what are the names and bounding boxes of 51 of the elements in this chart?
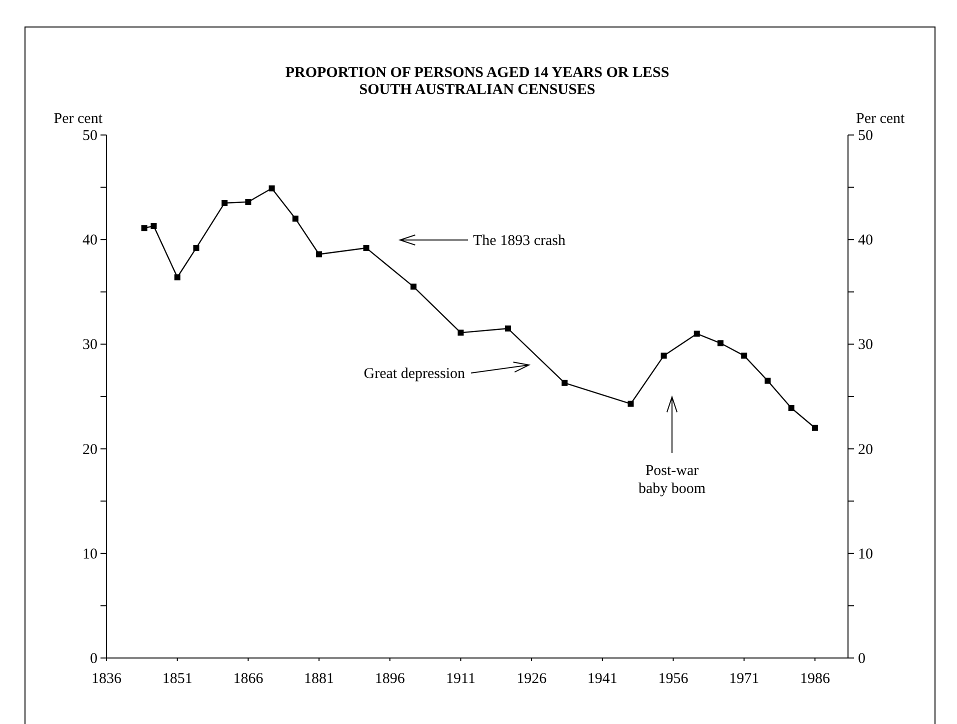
x-tick-label: 1851: [162, 671, 192, 687]
x-tick-label: 1836: [92, 671, 122, 687]
point: [504, 326, 511, 332]
y2-tick-label: 10: [858, 546, 873, 562]
x-tick-label: 1911: [446, 671, 476, 687]
x-tick-label: 1941: [587, 671, 618, 687]
chart-title: PROPORTION OF PERSONS AGED 14 YEARS OR LESS SOUTH AUSTRALIAN CENSUSES: [285, 65, 670, 98]
point: [363, 244, 370, 251]
y-tick-label: 20: [82, 442, 98, 458]
point: [268, 185, 275, 192]
annotation: Post-war baby boom: [638, 463, 706, 497]
point: [222, 200, 228, 206]
point: [174, 274, 180, 280]
y2-tick-label: 30: [858, 337, 873, 354]
y2-tick-label: 20: [858, 442, 873, 458]
point: [812, 424, 818, 431]
point: [628, 400, 634, 407]
point: [694, 330, 700, 337]
point: [458, 330, 464, 336]
y-axis-title: Per cent: [54, 111, 104, 127]
y-tick-label: 40: [82, 232, 98, 249]
point: [717, 340, 724, 346]
y2-tick-label: 40: [858, 232, 873, 249]
x-tick-label: 1971: [729, 671, 760, 687]
y-tick-label: 30: [82, 337, 98, 354]
point: [245, 198, 252, 205]
point: [141, 225, 148, 232]
point: [316, 251, 322, 258]
point: [410, 284, 416, 290]
x-tick-label: 1986: [800, 671, 830, 687]
annotation: The 1893 crash: [473, 233, 566, 249]
point: [150, 223, 157, 229]
y-tick-label: 50: [82, 128, 98, 144]
point: [193, 244, 200, 251]
x-tick-label: 1896: [374, 671, 406, 687]
point: [292, 216, 298, 222]
y2-axis-title: Per cent: [856, 111, 906, 127]
x-tick-label: 1956: [658, 671, 689, 687]
x-tick-label: 1866: [233, 671, 264, 687]
y-tick-label: 10: [82, 546, 98, 562]
x-tick-label: 1881: [304, 671, 334, 687]
annotation: Great depression: [364, 366, 466, 382]
y2-tick-label: 50: [858, 128, 873, 144]
x-tick-label: 1926: [516, 671, 548, 687]
y-tick-label: 0: [90, 651, 98, 667]
point: [562, 380, 568, 386]
point: [741, 352, 748, 359]
point: [764, 378, 771, 384]
point: [788, 405, 794, 412]
point: [660, 352, 667, 359]
y2-tick-label: 0: [858, 651, 866, 667]
